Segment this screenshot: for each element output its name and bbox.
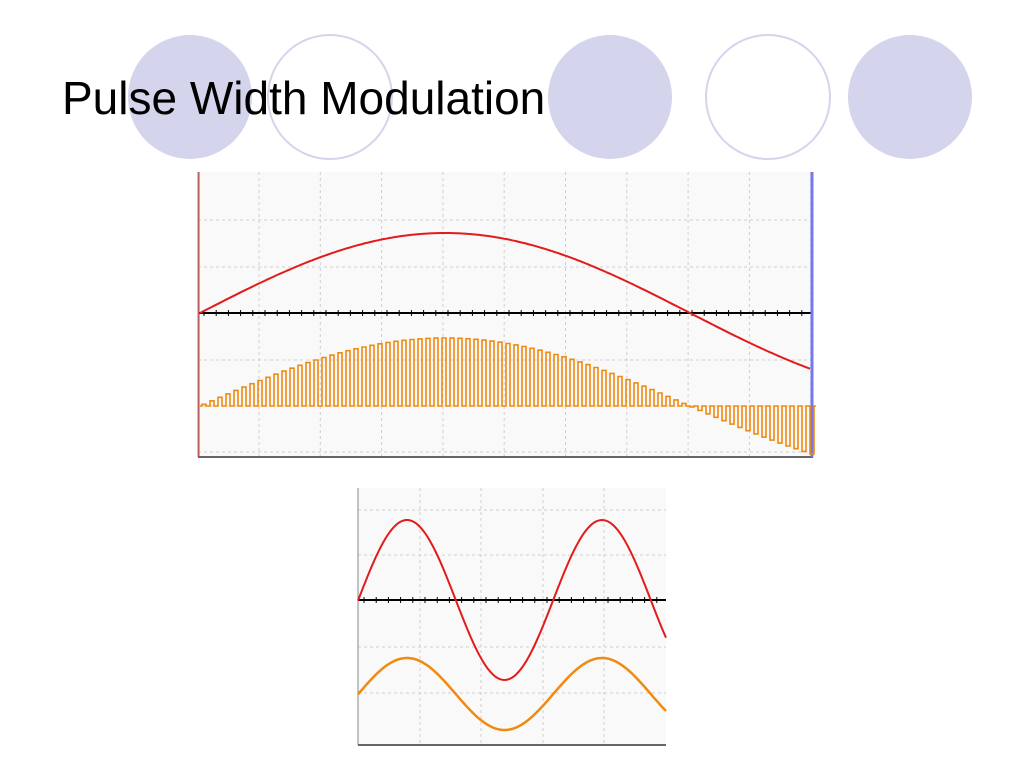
scope-background (358, 488, 666, 745)
decor-circles (128, 34, 972, 160)
pwm-scope (197, 172, 816, 458)
filtered-wave (357, 656, 667, 732)
sine-scope (357, 488, 667, 746)
decor-circle (128, 35, 252, 159)
scope-background (198, 172, 813, 457)
slide-title: Pulse Width Modulation (62, 72, 545, 124)
decor-circle (267, 34, 393, 160)
decor-circle (848, 35, 972, 159)
decor-circle (548, 35, 672, 159)
pwm-wave (200, 337, 816, 455)
reference-wave (199, 232, 811, 370)
reference-wave (357, 518, 667, 682)
decor-circle (705, 34, 831, 160)
